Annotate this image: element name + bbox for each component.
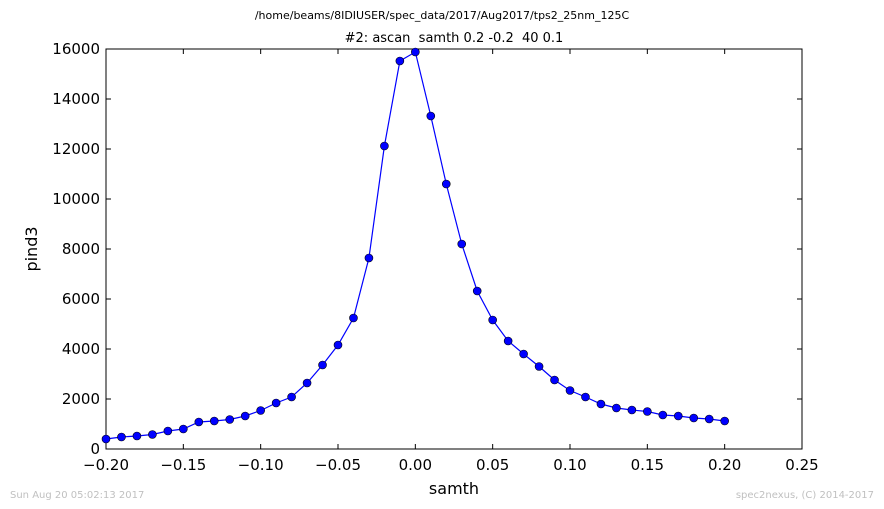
plot-area bbox=[105, 48, 803, 450]
data-point bbox=[704, 414, 714, 424]
data-point bbox=[287, 392, 296, 402]
data-point bbox=[534, 362, 544, 371]
data-point bbox=[333, 340, 343, 350]
x-tick-label: −0.20 bbox=[83, 456, 129, 474]
x-tick-label: 0.05 bbox=[476, 456, 509, 474]
x-axis-label: samth bbox=[429, 479, 479, 498]
data-point bbox=[117, 432, 126, 442]
data-point bbox=[349, 313, 358, 323]
y-axis-label: pind3 bbox=[22, 226, 41, 271]
x-tick-label: 0.25 bbox=[785, 456, 818, 474]
y-tick-label: 6000 bbox=[62, 290, 100, 308]
data-point bbox=[581, 392, 590, 402]
x-tick-label: −0.10 bbox=[238, 456, 284, 474]
chart-title: #2: ascan samth 0.2 -0.2 40 0.1 bbox=[345, 31, 564, 46]
x-tick-label: 0.15 bbox=[631, 456, 664, 474]
data-point bbox=[395, 56, 405, 66]
data-point bbox=[132, 431, 142, 441]
y-tick-label: 12000 bbox=[52, 140, 100, 158]
data-point bbox=[472, 286, 482, 296]
footer-timestamp: Sun Aug 20 05:02:13 2017 bbox=[10, 490, 145, 501]
data-point bbox=[673, 411, 683, 421]
axes: −0.20 −0.15 −0.10 −0.05 0.00 0.05 0.10 0.15 0.20… bbox=[52, 40, 818, 474]
data-point bbox=[194, 417, 204, 427]
y-tick-label: 4000 bbox=[62, 340, 100, 358]
data-point bbox=[302, 378, 312, 388]
data-point bbox=[627, 405, 637, 415]
suptitle: /home/beams/8IDIUSER/spec_data/2017/Aug2… bbox=[255, 9, 630, 22]
x-tick-label: 0.10 bbox=[553, 456, 586, 474]
data-point bbox=[148, 430, 157, 439]
data-point bbox=[488, 315, 497, 325]
x-tick-label: 0.00 bbox=[399, 456, 432, 474]
data-point bbox=[318, 360, 327, 370]
x-tick-label: −0.15 bbox=[160, 456, 206, 474]
data-point bbox=[271, 398, 281, 408]
y-tick-label: 8000 bbox=[62, 240, 100, 258]
y-tick-label: 10000 bbox=[52, 190, 100, 208]
x-tick-label: −0.05 bbox=[315, 456, 361, 474]
data-point bbox=[612, 403, 621, 413]
y-tick-label: 16000 bbox=[52, 40, 100, 58]
data-point bbox=[256, 406, 265, 415]
y-tick-label: 2000 bbox=[62, 390, 100, 408]
data-point bbox=[565, 386, 575, 395]
data-point bbox=[720, 416, 729, 426]
data-point bbox=[209, 416, 219, 426]
data-point bbox=[503, 336, 513, 346]
data-point bbox=[240, 411, 250, 421]
data-point bbox=[179, 424, 188, 434]
data-point bbox=[457, 239, 467, 249]
series-markers bbox=[101, 47, 729, 444]
data-point bbox=[689, 413, 699, 423]
data-point bbox=[380, 141, 389, 151]
y-tick-label: 14000 bbox=[52, 90, 100, 108]
data-point bbox=[550, 375, 559, 385]
data-point bbox=[519, 349, 528, 359]
x-tick-label: 0.20 bbox=[708, 456, 741, 474]
data-point bbox=[596, 399, 606, 409]
footer-credit: spec2nexus, (C) 2014-2017 bbox=[735, 490, 874, 501]
data-point bbox=[364, 253, 374, 263]
data-point bbox=[643, 407, 652, 416]
data-point bbox=[658, 410, 668, 420]
data-point bbox=[225, 415, 235, 424]
data-point bbox=[441, 179, 451, 189]
y-tick-label: 0 bbox=[90, 440, 100, 458]
data-point bbox=[411, 47, 420, 57]
data-point bbox=[163, 426, 173, 436]
data-point bbox=[426, 111, 436, 121]
data-point bbox=[101, 434, 111, 444]
